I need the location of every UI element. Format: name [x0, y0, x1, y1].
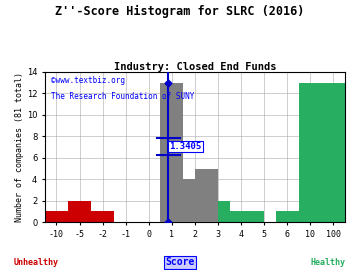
Bar [241, 211, 264, 222]
Text: Unhealthy: Unhealthy [14, 258, 58, 267]
Title: Industry: Closed End Funds: Industry: Closed End Funds [114, 62, 276, 72]
Bar [183, 179, 207, 222]
Bar [160, 83, 183, 222]
Bar [160, 126, 183, 222]
Text: The Research Foundation of SUNY: The Research Foundation of SUNY [51, 92, 194, 100]
Bar [218, 211, 241, 222]
Bar [195, 168, 218, 222]
Bar [230, 211, 253, 222]
Bar [45, 211, 68, 222]
Text: ©www.textbiz.org: ©www.textbiz.org [51, 76, 125, 86]
Bar [68, 201, 91, 222]
Bar [299, 83, 322, 222]
Bar [207, 201, 230, 222]
Bar [322, 83, 345, 222]
Text: Healthy: Healthy [310, 258, 345, 267]
Y-axis label: Number of companies (81 total): Number of companies (81 total) [15, 72, 24, 222]
Bar [276, 211, 299, 222]
Bar [91, 211, 114, 222]
Text: 1.3405: 1.3405 [169, 142, 202, 151]
Text: Z''-Score Histogram for SLRC (2016): Z''-Score Histogram for SLRC (2016) [55, 5, 305, 18]
Text: Score: Score [165, 257, 195, 267]
